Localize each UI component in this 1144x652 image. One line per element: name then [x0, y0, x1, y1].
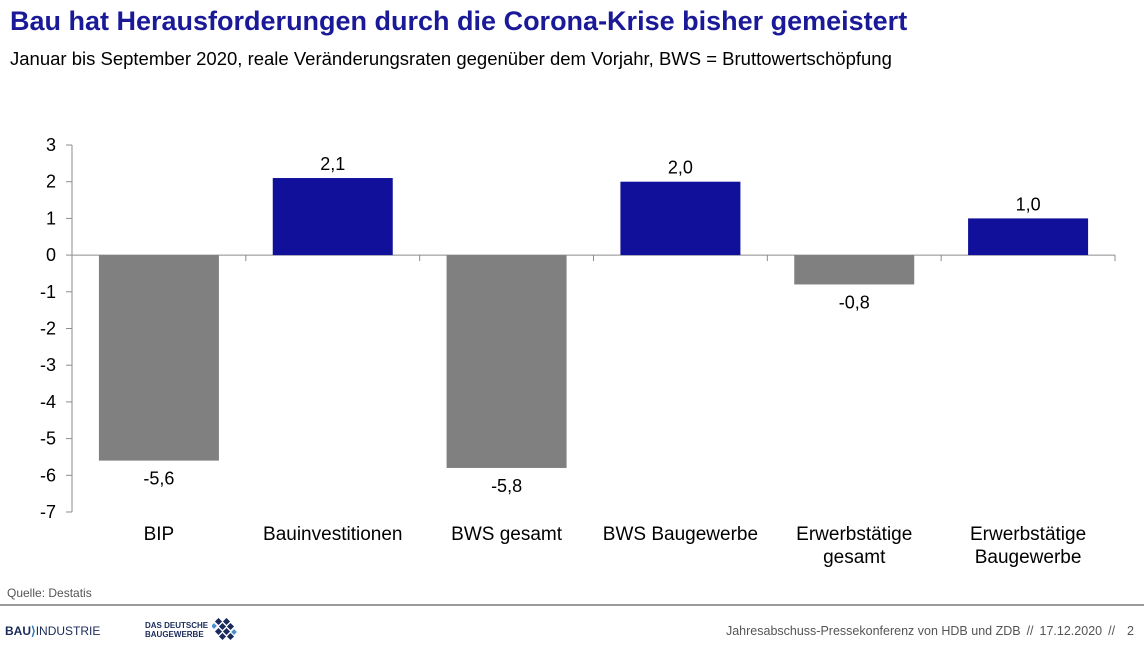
data-label: -5,8 [491, 476, 522, 496]
page-number: 2 [1127, 624, 1134, 638]
footer-event: Jahresabschuss-Pressekonferenz von HDB u… [725, 624, 1021, 638]
logo-zdb-line1: DAS DEUTSCHE [145, 621, 209, 630]
x-tick-label: Erwerbstätige [970, 524, 1086, 545]
x-tick-label: BWS Baugewerbe [603, 524, 758, 545]
y-tick-label: -2 [40, 319, 56, 339]
bar-chart: 3 2 1 0 -1 -2 -3 -4 -5 -6 -7 -5,6 BIP 2,1 Bauinvestiti… [40, 135, 1116, 568]
data-label: -0,8 [839, 292, 870, 312]
cube-pattern-icon [212, 618, 237, 641]
zdb-logo: DAS DEUTSCHE BAUGEWERBE [145, 618, 238, 642]
x-tick-label: Bauinvestitionen [263, 524, 402, 545]
bar [272, 178, 393, 256]
bar [446, 255, 567, 468]
footer-date: 17.12.2020 [1039, 624, 1103, 638]
y-tick-label: 3 [46, 135, 56, 155]
logo-bau-rest: INDUSTRIE [35, 624, 101, 638]
y-tick-label: 2 [46, 172, 56, 192]
x-tick-label: gesamt [823, 547, 886, 568]
logo-bau-separator: ⟩ [31, 624, 36, 638]
footer-divider [0, 604, 1144, 606]
x-tick-label: BIP [144, 524, 175, 545]
y-tick-label: -5 [40, 429, 56, 449]
bar [98, 255, 219, 461]
x-tick-label: BWS gesamt [451, 524, 563, 545]
footer-separator: // [1026, 624, 1034, 638]
bar [620, 181, 741, 256]
y-tick-label: 0 [46, 245, 56, 265]
logo-zdb-line2: BAUGEWERBE [145, 630, 204, 639]
x-tick-label: Erwerbstätige [796, 524, 912, 545]
bau-industrie-logo: BAU⟩INDUSTRIE [5, 624, 100, 638]
y-tick-label: -1 [40, 282, 56, 302]
source-note: Quelle: Destatis [7, 586, 92, 600]
data-label: 1,0 [1016, 194, 1041, 214]
chart-subtitle: Januar bis September 2020, reale Verände… [10, 48, 892, 69]
footer-meta: Jahresabschuss-Pressekonferenz von HDB u… [726, 624, 1134, 638]
bar [794, 255, 915, 285]
y-tick-label: 1 [46, 208, 56, 228]
data-label: 2,0 [668, 158, 693, 178]
data-label: 2,1 [320, 154, 345, 174]
x-tick-label: Baugewerbe [975, 547, 1082, 568]
y-tick-label: -4 [40, 392, 56, 412]
logo-bau-bold: BAU [5, 624, 31, 638]
y-tick-label: -6 [40, 465, 56, 485]
footer-separator: // [1108, 624, 1116, 638]
chart-title: Bau hat Herausforderungen durch die Coro… [10, 6, 908, 36]
data-label: -5,6 [143, 469, 174, 489]
y-tick-label: -3 [40, 355, 56, 375]
y-tick-label: -7 [40, 502, 56, 522]
bar [968, 218, 1089, 256]
